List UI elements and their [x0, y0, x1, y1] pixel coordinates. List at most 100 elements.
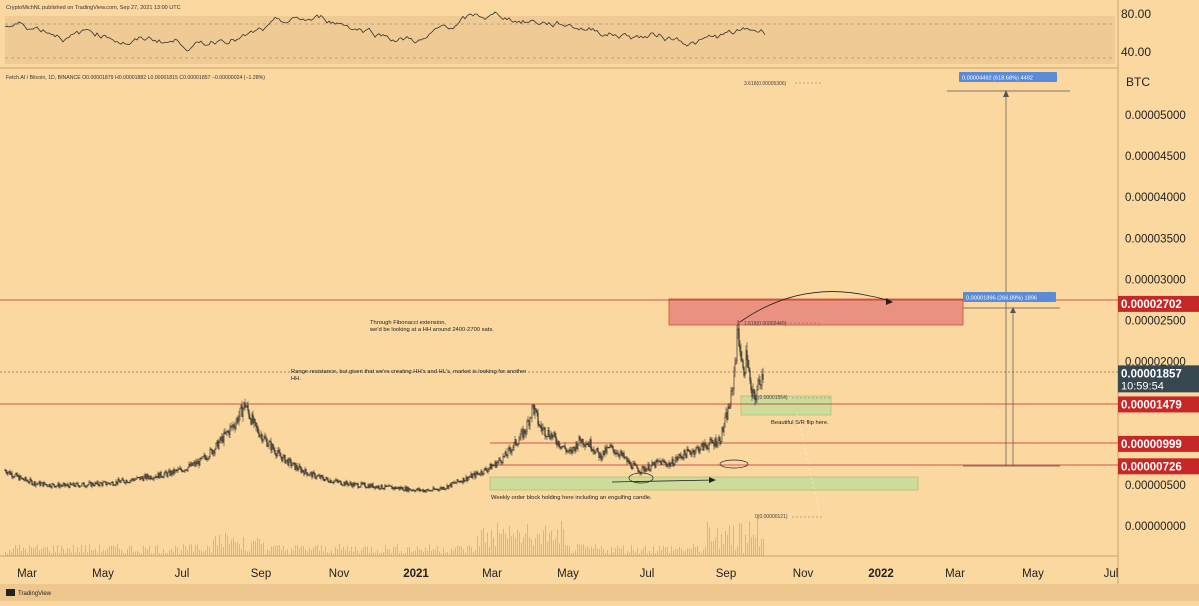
candle-body — [176, 469, 178, 471]
time-tick-label: 2021 — [403, 568, 429, 580]
candle-body — [618, 454, 620, 457]
candle-body — [592, 449, 594, 451]
candle-body — [45, 484, 47, 486]
candle-body — [597, 447, 599, 453]
volume-bar — [437, 546, 438, 556]
candle-body — [31, 480, 33, 485]
price-tag-value: 0.00001479 — [1121, 399, 1182, 411]
candle-body — [682, 456, 684, 459]
candle-body — [144, 474, 146, 477]
volume-bar — [363, 547, 364, 556]
candle-body — [261, 434, 263, 442]
candle-body — [362, 483, 364, 485]
candle-body — [173, 469, 175, 474]
candle-body — [494, 461, 496, 466]
candle-body — [401, 487, 403, 490]
candle-body — [410, 489, 412, 491]
candle-body — [520, 431, 522, 438]
volume-bar — [575, 550, 576, 556]
candle-body — [221, 436, 223, 441]
candle-body — [29, 478, 31, 483]
candle-body — [547, 430, 549, 437]
candle-body — [330, 479, 332, 483]
volume-bar — [89, 544, 90, 556]
candle-body — [576, 442, 578, 449]
fib-level-3618-label: 3.618(0.00005306) — [744, 81, 787, 87]
candle-body — [121, 478, 123, 481]
candle-body — [205, 457, 207, 460]
volume-bar — [255, 541, 256, 556]
candle-body — [565, 448, 567, 452]
candle-body — [599, 453, 601, 458]
candle-body — [623, 452, 625, 458]
candle-body — [691, 452, 693, 455]
candle-body — [181, 469, 183, 472]
candle-body — [705, 445, 707, 447]
candle-body — [242, 408, 244, 417]
candle-body — [672, 458, 674, 466]
volume-bar — [349, 550, 350, 556]
candle-body — [726, 412, 728, 420]
volume-bar — [631, 545, 632, 556]
candle-body — [91, 482, 93, 487]
candle-body — [451, 482, 453, 487]
candle-body — [256, 426, 258, 428]
published-text: CryptoMichNL published on TradingView.co… — [6, 5, 181, 11]
candle-body — [340, 480, 342, 485]
measure-label-box-2 — [963, 292, 1056, 302]
volume-bar — [547, 541, 548, 556]
price-tag-box — [1118, 365, 1199, 393]
candle-body — [443, 487, 445, 490]
candle-body — [694, 451, 696, 455]
candle-body — [153, 477, 155, 480]
candle-body — [370, 484, 372, 488]
volume-bar — [705, 546, 706, 556]
candle-body — [11, 472, 13, 477]
volume-bar — [735, 549, 736, 556]
candle-body — [429, 490, 431, 492]
candle-body — [193, 462, 195, 465]
candle-body — [696, 447, 698, 449]
candle-body — [399, 487, 401, 490]
candle-body — [140, 476, 142, 480]
candle-body — [263, 436, 265, 441]
volume-bar — [285, 550, 286, 556]
candle-body — [191, 462, 193, 466]
candle-body — [127, 482, 129, 484]
candle-body — [12, 476, 14, 478]
volume-bar — [595, 544, 596, 556]
candle-body — [42, 482, 44, 487]
candle-body — [454, 482, 456, 484]
candle-body — [354, 483, 356, 487]
candle-body — [291, 465, 293, 466]
candle-body — [183, 470, 185, 472]
volume-bar — [9, 549, 10, 556]
candle-body — [113, 485, 115, 486]
time-axis-ticks: Mar May Jul Sep Nov 2021 Mar May Jul Sep Nov 2022 Ma… — [17, 568, 1118, 580]
candle-body — [319, 475, 321, 479]
volume-bar — [369, 552, 370, 556]
volume-bar — [721, 534, 722, 556]
rsi-band — [5, 16, 1115, 64]
candle-body — [619, 453, 621, 457]
volume-bar — [185, 546, 186, 556]
candle-body — [264, 436, 266, 439]
volume-bar — [589, 548, 590, 556]
volume-bar — [623, 545, 624, 556]
candle-body — [257, 427, 259, 433]
volume-bar — [237, 542, 238, 556]
volume-bar — [265, 553, 266, 556]
volume-bar — [563, 529, 564, 556]
candle-body — [161, 476, 163, 478]
candle-body — [509, 447, 511, 451]
candle-body — [400, 487, 402, 490]
candle-body — [419, 488, 421, 491]
candle-body — [8, 471, 10, 473]
candle-body — [523, 429, 525, 439]
candle-body — [740, 351, 742, 360]
candle-body — [496, 462, 498, 468]
candle-body — [213, 450, 215, 454]
candle-body — [751, 389, 753, 397]
volume-bar — [653, 546, 654, 556]
volume-bar — [225, 532, 226, 556]
